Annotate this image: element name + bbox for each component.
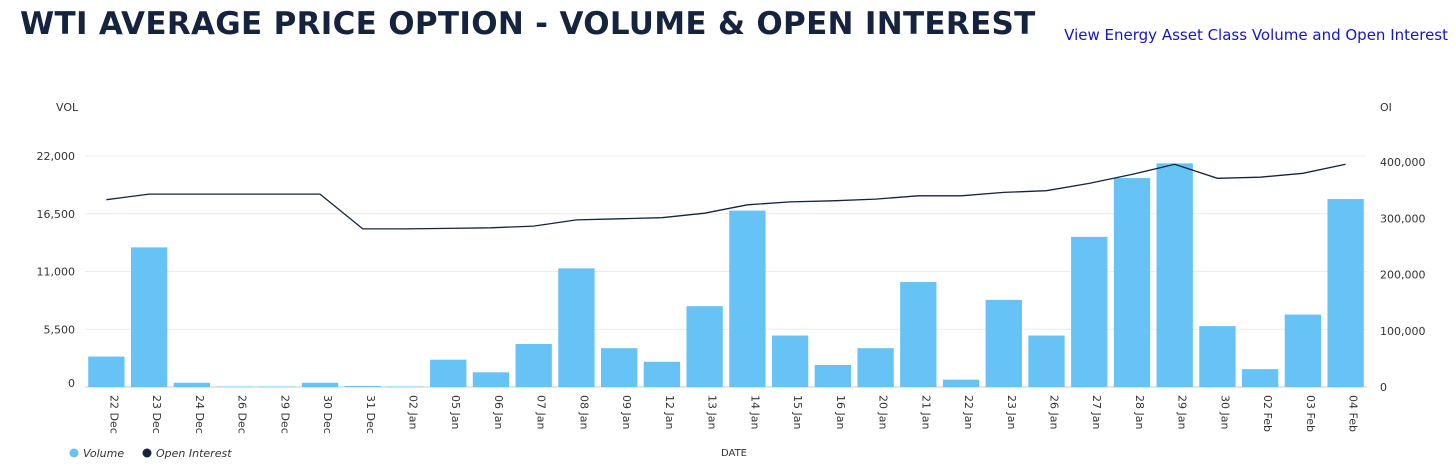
x-tick-label: 03 Feb <box>1304 395 1317 432</box>
legend-oi-marker <box>142 448 152 458</box>
x-tick-label: 16 Jan <box>834 395 847 429</box>
x-tick-label: 29 Dec <box>278 395 291 434</box>
volume-bar <box>686 306 723 387</box>
x-tick-label: 13 Jan <box>706 395 719 429</box>
volume-bar <box>430 359 467 387</box>
right-axis-tick-label: 400,000 <box>1380 156 1426 169</box>
left-axis-tick-label: 22,000 <box>37 150 76 163</box>
volume-bar <box>900 282 937 387</box>
volume-bar <box>1113 178 1151 387</box>
x-tick-label: 20 Jan <box>877 395 890 429</box>
volume-bar <box>942 379 980 387</box>
x-axis-title: DATE <box>721 448 747 459</box>
volume-bar <box>558 268 595 387</box>
left-axis-tick-label: 11,000 <box>37 266 76 279</box>
volume-bar <box>729 210 766 387</box>
x-tick-label: 30 Jan <box>1218 395 1231 429</box>
volume-bar <box>88 356 125 387</box>
left-axis-title: VOL <box>56 101 79 114</box>
volume-bar <box>814 364 851 387</box>
left-axis-tick-label: 16,500 <box>37 208 76 221</box>
volume-bar <box>857 348 894 387</box>
x-tick-label: 08 Jan <box>577 395 590 429</box>
volume-bar <box>301 382 339 387</box>
x-tick-label: 27 Jan <box>1090 395 1103 429</box>
x-tick-label: 15 Jan <box>791 395 804 429</box>
open-interest-line <box>106 163 1346 230</box>
x-tick-label: 22 Dec <box>107 395 120 434</box>
x-tick-label: 04 Feb <box>1347 395 1360 432</box>
volume-bar <box>387 386 424 387</box>
left-axis-tick-label: 5,500 <box>44 323 76 336</box>
page-title: WTI AVERAGE PRICE OPTION - VOLUME & OPEN… <box>20 6 1036 42</box>
x-tick-label: 21 Jan <box>919 395 932 429</box>
legend-oi-label: Open Interest <box>156 447 232 460</box>
volume-bar <box>1028 335 1065 387</box>
x-tick-label: 22 Jan <box>962 395 975 429</box>
volume-bar <box>771 335 809 387</box>
x-tick-label: 28 Jan <box>1133 395 1146 429</box>
volume-bar <box>173 382 210 387</box>
x-tick-label: 23 Dec <box>150 395 163 434</box>
volume-bar <box>601 348 638 387</box>
volume-bar <box>515 343 552 387</box>
x-tick-label: 02 Feb <box>1261 395 1274 432</box>
x-tick-label: 02 Jan <box>407 395 420 429</box>
right-axis-tick-label: 200,000 <box>1380 269 1426 282</box>
x-tick-label: 06 Jan <box>492 395 505 429</box>
volume-bar <box>1242 369 1279 387</box>
volume-bar <box>259 386 296 387</box>
x-tick-label: 12 Jan <box>663 395 676 429</box>
x-tick-label: 26 Jan <box>1048 395 1061 429</box>
left-axis-tick-label: 0 <box>68 377 75 390</box>
right-axis-tick-label: 100,000 <box>1380 325 1426 338</box>
energy-asset-class-link[interactable]: View Energy Asset Class Volume and Open … <box>1064 26 1448 44</box>
volume-bar <box>344 385 381 387</box>
volume-bar <box>643 361 681 387</box>
x-tick-label: 05 Jan <box>449 395 462 429</box>
volume-bar <box>130 247 168 387</box>
x-tick-label: 14 Jan <box>748 395 761 429</box>
right-axis-title: OI <box>1380 101 1392 114</box>
x-tick-label: 26 Dec <box>236 395 249 434</box>
x-tick-label: 30 Dec <box>321 395 334 434</box>
x-tick-label: 24 Dec <box>193 395 206 434</box>
volume-bar <box>985 299 1022 387</box>
x-tick-label: 09 Jan <box>620 395 633 429</box>
volume-bar <box>1327 199 1364 387</box>
volume-bar <box>216 386 253 387</box>
right-axis-tick-label: 300,000 <box>1380 212 1426 225</box>
x-tick-label: 31 Dec <box>364 395 377 434</box>
x-tick-label: 07 Jan <box>535 395 548 429</box>
volume-bar <box>1284 314 1322 387</box>
volume-bar <box>1199 326 1236 387</box>
volume-bar <box>472 372 510 387</box>
volume-bar <box>1071 236 1108 387</box>
x-tick-label: 23 Jan <box>1005 395 1018 429</box>
legend-volume-marker <box>69 448 79 458</box>
x-tick-label: 29 Jan <box>1176 395 1189 429</box>
legend-volume-label: Volume <box>83 447 124 460</box>
volume-bar <box>1156 163 1193 387</box>
right-axis-tick-label: 0 <box>1380 381 1387 394</box>
